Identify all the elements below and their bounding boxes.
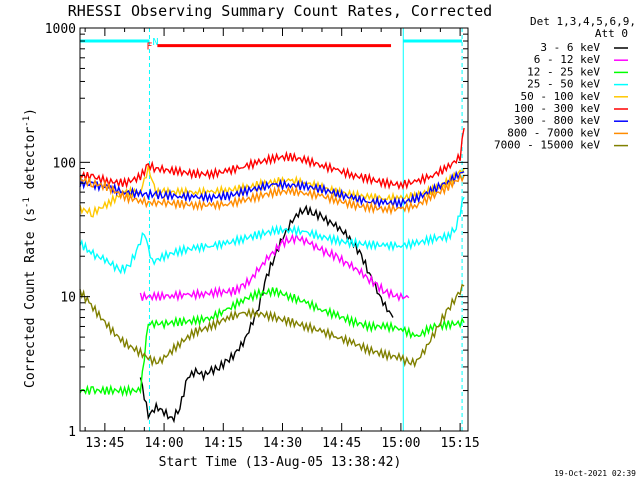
legend-detectors: Det 1,3,4,5,6,9, bbox=[530, 15, 636, 28]
flare-label: F bbox=[146, 42, 152, 53]
legend-label: 7000 - 15000 keV bbox=[494, 139, 600, 152]
series-line bbox=[79, 172, 465, 216]
series-line bbox=[79, 283, 465, 369]
plot-frame bbox=[79, 27, 469, 432]
x-tick-label: 14:00 bbox=[145, 436, 184, 451]
y-tick-label: 10 bbox=[60, 291, 76, 306]
legend-attenuator: Att 0 bbox=[595, 27, 628, 40]
night-label: N bbox=[152, 37, 158, 48]
legend-label: 12 - 25 keV bbox=[527, 65, 600, 78]
legend-label: 300 - 800 keV bbox=[514, 114, 600, 127]
footer-timestamp: 19-Oct-2021 02:39 bbox=[554, 469, 636, 478]
legend-label: 50 - 100 keV bbox=[521, 90, 601, 103]
legend-label: 3 - 6 keV bbox=[540, 41, 600, 54]
x-tick-label: 13:45 bbox=[85, 436, 124, 451]
chart-title: RHESSI Observing Summary Count Rates, Co… bbox=[68, 2, 492, 20]
x-axis-label: Start Time (13-Aug-05 13:38:42) bbox=[159, 455, 402, 470]
x-tick-label: 15:15 bbox=[441, 436, 480, 451]
series-line bbox=[79, 127, 465, 191]
series-line bbox=[79, 165, 465, 218]
series-line bbox=[79, 196, 465, 275]
legend-label: 800 - 7000 keV bbox=[507, 126, 600, 139]
y-tick-label: 1000 bbox=[45, 22, 76, 37]
plot-area: NF bbox=[79, 28, 465, 431]
series-line bbox=[79, 170, 465, 210]
series-line bbox=[139, 232, 410, 303]
x-tick-label: 14:15 bbox=[204, 436, 243, 451]
y-tick-label: 1 bbox=[68, 425, 76, 440]
x-tick-label: 15:00 bbox=[381, 436, 420, 451]
series-line bbox=[79, 287, 465, 398]
legend-label: 25 - 50 keV bbox=[527, 78, 600, 91]
y-tick-label: 100 bbox=[53, 156, 76, 171]
y-axis-label: Corrected Count Rate (s-1 detector-1) bbox=[22, 108, 38, 388]
axes: 13:45 14:00 14:15 14:30 14:45 15:00 15:15 1 10 10… bbox=[45, 22, 480, 451]
x-tick-label: 14:45 bbox=[322, 436, 361, 451]
legend-label: 6 - 12 keV bbox=[534, 53, 601, 66]
x-tick-label: 14:30 bbox=[263, 436, 302, 451]
legend-label: 100 - 300 keV bbox=[514, 102, 600, 115]
